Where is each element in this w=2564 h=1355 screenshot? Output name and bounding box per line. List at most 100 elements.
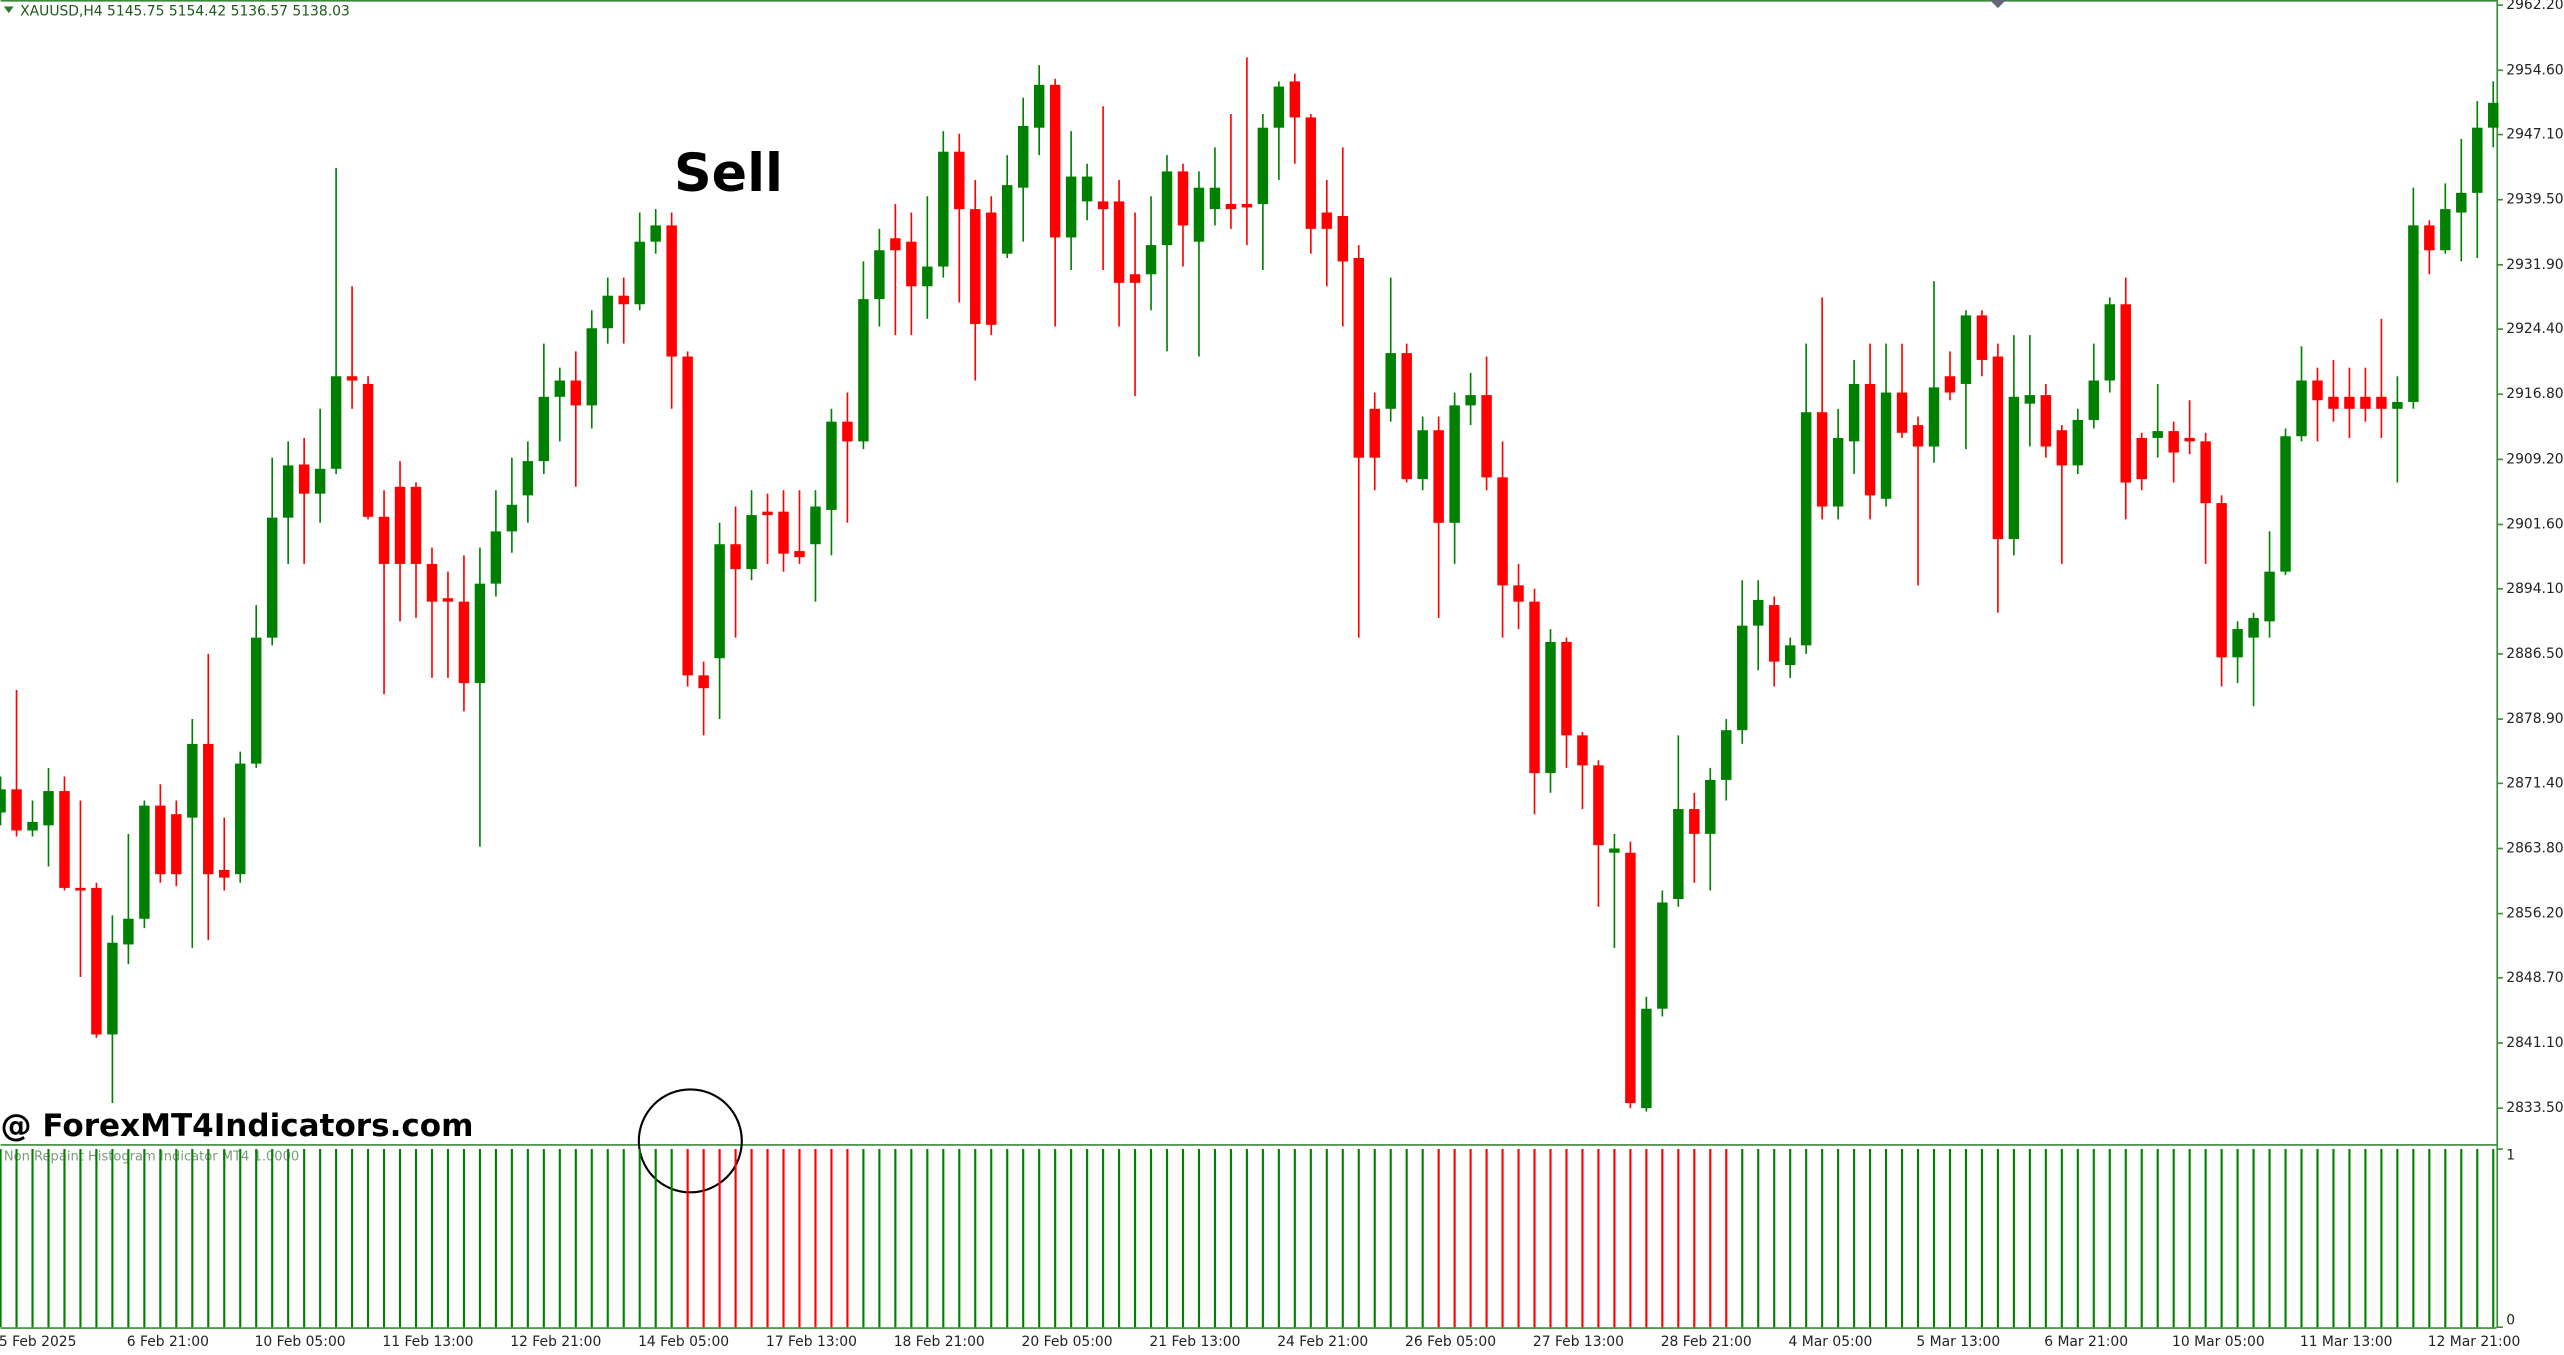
candle-body [2040,395,2052,447]
candle-body [11,789,22,831]
candle-body [1033,84,1045,128]
highlight-circle [637,1088,743,1194]
candle-body [2456,192,2467,213]
candle-body [1129,274,1141,283]
x-tick-label: 14 Feb 05:00 [638,1334,729,1350]
y-tick-label: 0 [2506,1313,2515,1329]
candle-body [2056,430,2068,466]
candle-body [1848,383,1860,442]
candle-body [2232,629,2243,658]
candle-body [762,511,773,516]
candle-body [1065,176,1077,238]
candle-body [1832,437,1844,507]
y-tick-label: 2878.90 [2506,711,2563,727]
candle-body [1369,408,1380,458]
candle-body [554,380,566,397]
candle-body [346,376,358,381]
candle-body [1465,395,1476,406]
x-tick-label: 21 Feb 13:00 [1149,1334,1240,1350]
candle-body [2104,304,2115,381]
candle-body [1960,315,1972,384]
candle-body [1944,376,1956,393]
candle-body [1609,848,1620,853]
candle-body [1225,203,1237,210]
x-tick-label: 11 Feb 13:00 [382,1334,473,1350]
candle-body [1081,176,1093,202]
x-tick-label: 12 Mar 21:00 [2428,1334,2521,1350]
candle-body [810,506,821,545]
candle-body [1257,127,1269,204]
x-tick-label: 12 Feb 21:00 [510,1334,601,1350]
candle-body [2088,380,2100,420]
candle-body [1305,117,1317,229]
y-tick-label: 2962.20 [2506,0,2563,13]
candle-body [1880,392,1892,499]
candle-body [362,383,374,517]
candle-body [1561,641,1572,736]
x-tick-label: 6 Mar 21:00 [2044,1334,2128,1350]
x-tick-label: 5 Mar 13:00 [1916,1334,2000,1350]
candle-body [634,241,645,305]
y-tick-label: 2886.50 [2506,646,2563,662]
candle-body [2152,431,2163,438]
shift-marker [1989,0,2007,9]
y-tick-label: 2848.70 [2506,970,2563,986]
candle-body [27,821,38,831]
candle-body [474,583,486,684]
candle-body [2360,396,2371,409]
candle-body [2248,617,2259,638]
candle-body [1049,84,1061,238]
candle-body [1529,601,1540,774]
candle-body [698,675,709,689]
candle-body [714,544,725,659]
x-tick-label: 6 Feb 21:00 [127,1334,209,1350]
candle-body [586,328,598,406]
candle-body [2312,380,2323,401]
y-tick-label: 2894.10 [2506,581,2563,597]
candle-body [1800,412,1812,646]
candle-body [123,918,134,945]
candle-body [107,942,118,1035]
candle-body [75,887,86,891]
candle-body [1289,81,1301,118]
candle-body [2008,396,2020,540]
candle-body [602,295,613,329]
candle-body [1545,641,1556,774]
candle-body [1976,315,1988,360]
candle-body [378,516,390,564]
candle-body [1401,353,1412,480]
candle-body [250,637,262,764]
candle-body [1273,86,1285,128]
candle-body [1321,212,1333,229]
candle-body [330,376,342,469]
watermark: @ ForexMT4Indicators.com [1,1108,474,1144]
candle-body [986,212,997,325]
candle-body [2136,437,2147,480]
candle-body [778,511,789,554]
candle-body [682,356,693,676]
candle-body [570,380,582,406]
candle-body [2024,395,2036,404]
candle-body [2344,396,2355,409]
candle-body [410,486,422,564]
candle-body [2264,571,2275,622]
candle-body [618,295,629,305]
candle-body [43,791,54,826]
candle-body [1017,125,1029,188]
candle-body [1577,735,1588,766]
candle-body [746,515,757,570]
y-tick-label: 1 [2506,1148,2515,1164]
x-tick-label: 26 Feb 05:00 [1405,1334,1496,1350]
candle-body [1816,412,1828,507]
candle-body [394,486,406,564]
candle-body [970,209,981,324]
candle-body [1481,395,1492,478]
candle-body [1864,383,1876,496]
candle-body [298,464,310,494]
candle-body [2200,441,2211,504]
candle-body [826,421,837,510]
candle-body [650,225,661,242]
candle-body [187,743,198,818]
